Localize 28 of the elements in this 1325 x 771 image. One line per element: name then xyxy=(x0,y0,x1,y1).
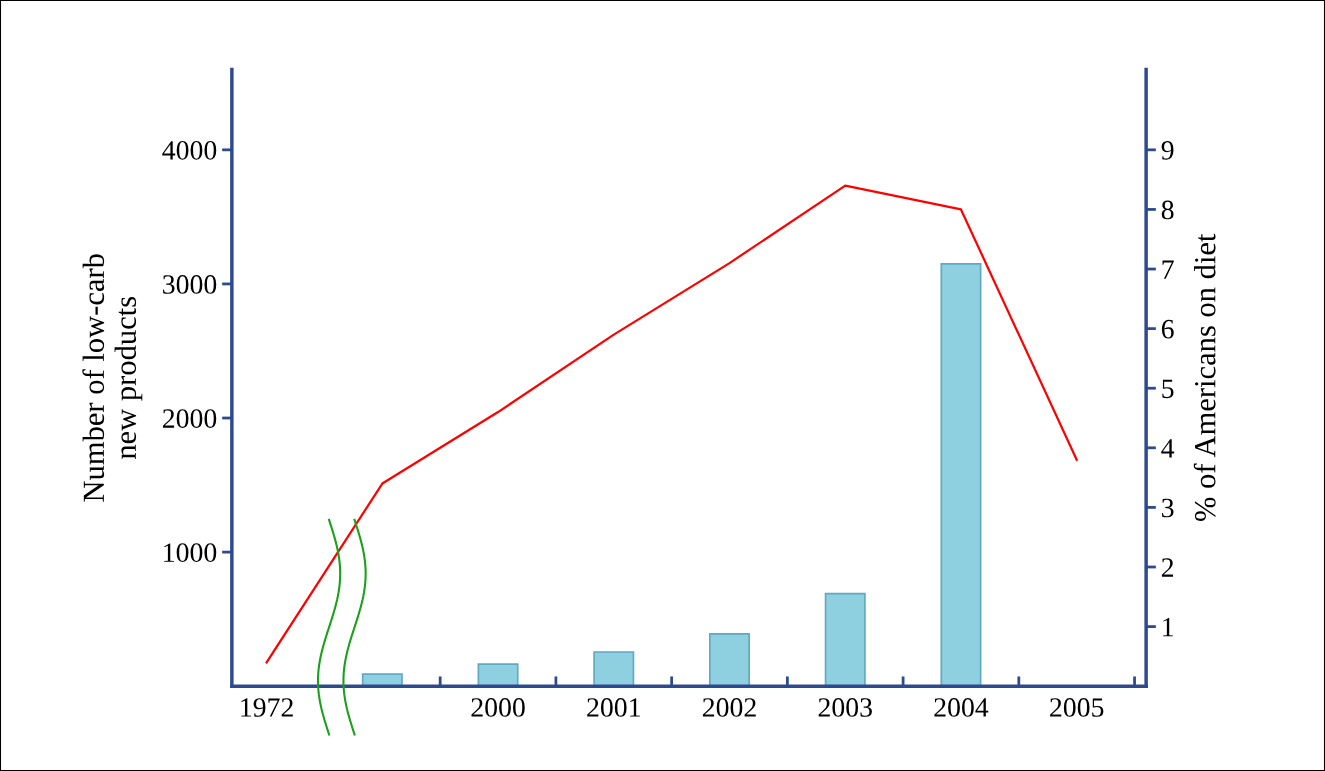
y2-tick-label: 6 xyxy=(1161,319,1174,339)
y-axis-title: Number of low-carb new products xyxy=(82,254,143,502)
bar xyxy=(708,633,751,687)
y2-tick-label: 2 xyxy=(1161,558,1174,577)
y-tick-label: 1000 xyxy=(164,543,217,563)
bar xyxy=(940,262,982,687)
line-series xyxy=(265,184,1078,664)
y2-tick-label: 8 xyxy=(1161,200,1174,220)
bar xyxy=(824,592,866,687)
x-tick-label: 2000 xyxy=(471,698,525,717)
y2-tick-label: 5 xyxy=(1162,379,1174,399)
x-tick-label: 2001 xyxy=(587,698,640,717)
y2-tick-label: 1 xyxy=(1163,617,1173,637)
x-tick-label: 2004 xyxy=(934,698,989,717)
y2-tick-label: 7 xyxy=(1162,260,1174,279)
x-tick-label: 2005 xyxy=(1050,698,1104,717)
x-tick-label: 2002 xyxy=(702,698,756,717)
bar xyxy=(477,663,519,687)
y-tick-label: 2000 xyxy=(162,409,217,428)
x-tick-label: 2003 xyxy=(818,698,872,717)
x-tick-label: 1972 xyxy=(241,698,293,717)
y-tick-label: 3000 xyxy=(163,275,217,294)
y2-tick-label: 3 xyxy=(1162,498,1174,518)
y-tick-label: 4000 xyxy=(162,141,217,160)
y2-axis-title: % of Americans on diet xyxy=(1193,233,1216,521)
bar xyxy=(593,651,635,687)
y2-tick-label: 4 xyxy=(1161,439,1175,458)
y2-tick-label: 9 xyxy=(1161,141,1174,160)
